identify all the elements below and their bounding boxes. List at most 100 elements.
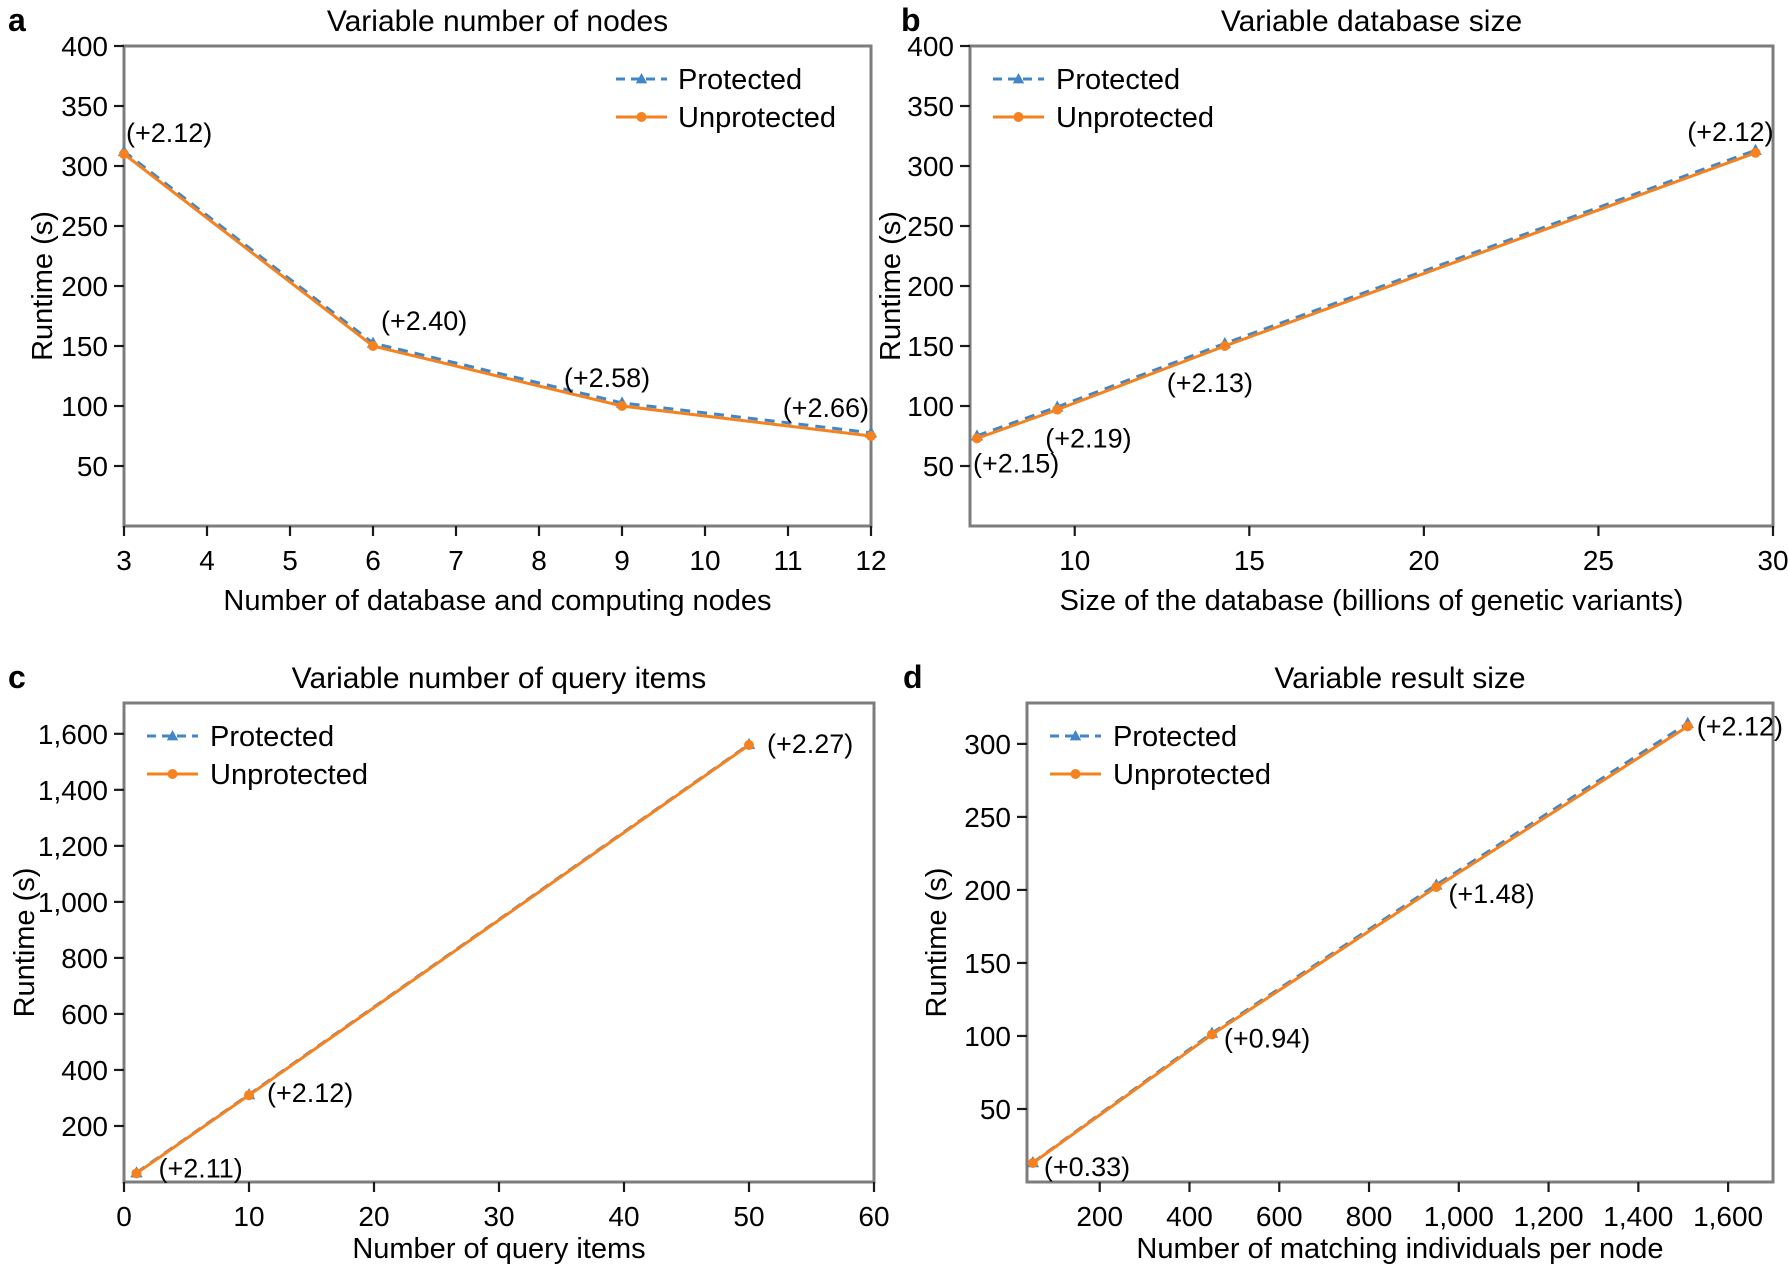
- panel-c-x-tick-label: 30: [483, 1201, 514, 1232]
- panel-b-unprotected-marker: [1219, 341, 1230, 351]
- panel-c-letter: c: [8, 659, 26, 695]
- panel-b-x-tick-label: 15: [1234, 545, 1265, 576]
- panel-c-y-tick-label: 400: [61, 1055, 108, 1086]
- panel-b-x-tick-label: 30: [1757, 545, 1788, 576]
- panel-d-unprotected-marker: [1206, 1029, 1217, 1040]
- panel-d-title: Variable result size: [1274, 662, 1525, 695]
- panel-c-x-tick-label: 10: [233, 1201, 264, 1232]
- panel-b-x-tick-label: 25: [1583, 545, 1614, 576]
- panel-c-x-tick-label: 0: [116, 1201, 132, 1232]
- panel-d-x-tick-label: 400: [1166, 1201, 1213, 1232]
- panel-a-x-tick-label: 8: [531, 545, 547, 576]
- legend-unprotected-label: Unprotected: [1113, 759, 1271, 791]
- panel-d-x-tick-label: 200: [1076, 1201, 1123, 1232]
- panel-a: 3 4 5 6 7 8 9 10 11 12 50 100 150 200 250 300 350 400 Vari…: [8, 2, 887, 617]
- panel-a-x-tick-label: 6: [365, 545, 381, 576]
- panel-b-legend: Protected Unprotected: [993, 64, 1214, 134]
- panel-a-unprotected-marker: [617, 401, 627, 411]
- panel-b: 10 15 20 25 30 50 100 150 200 250 300 350 400 Variabl…: [875, 2, 1788, 617]
- panel-d-unprotected-marker: [1027, 1158, 1038, 1169]
- panel-d-y-tick-label: 50: [980, 1094, 1011, 1125]
- legend-protected-label: Protected: [1113, 721, 1237, 753]
- panel-b-annotation: (+2.12): [1687, 117, 1773, 147]
- panel-a-y-axis-label: Runtime (s): [27, 211, 59, 361]
- panel-d-annotation: (+0.94): [1224, 1024, 1310, 1054]
- panel-d-y-tick-label: 150: [964, 948, 1011, 979]
- panel-b-y-tick-label: 100: [907, 391, 954, 422]
- panel-c-y-tick-label: 200: [61, 1111, 108, 1142]
- panel-c-y-tick-label: 800: [61, 943, 108, 974]
- panel-d-x-tick-label: 800: [1346, 1201, 1393, 1232]
- panel-d-unprotected-marker: [1682, 721, 1693, 732]
- legend-protected-triangle-marker: [1012, 73, 1025, 84]
- panel-c-y-tick-label: 1,600: [38, 719, 108, 750]
- legend-protected-label: Protected: [1056, 64, 1180, 96]
- panel-b-y-tick-label: 400: [907, 31, 954, 62]
- panel-a-y-tick-label: 350: [61, 91, 108, 122]
- panel-b-unprotected-marker: [1750, 147, 1761, 158]
- panel-a-x-tick-label: 7: [448, 545, 464, 576]
- panel-a-annotation: (+2.12): [126, 118, 212, 148]
- panel-d-y-tick-label: 250: [964, 802, 1011, 833]
- legend-protected-triangle-marker: [1069, 730, 1082, 741]
- panel-d-annotation: (+0.33): [1044, 1152, 1130, 1182]
- panel-b-unprotected-marker: [1052, 404, 1063, 415]
- panel-c-y-axis-label: Runtime (s): [9, 868, 41, 1018]
- panel-b-unprotected-marker: [971, 433, 982, 444]
- panel-a-x-tick-label: 9: [614, 545, 630, 576]
- panel-d-unprotected-line: [1031, 725, 1689, 1165]
- panel-a-y-tick-label: 100: [61, 391, 108, 422]
- legend-unprotected-circle-marker: [636, 112, 647, 122]
- panel-d: 200 400 600 800 1,000 1,200 1,400 1,600 50 100 150…: [903, 659, 1783, 1265]
- panel-c-annotation: (+2.12): [267, 1078, 353, 1108]
- panel-d-x-tick-label: 1,400: [1603, 1201, 1673, 1232]
- panel-b-annotation: (+2.15): [973, 448, 1059, 478]
- panel-b-x-tick-label: 10: [1059, 545, 1090, 576]
- panel-c-y-tick-label: 1,200: [38, 831, 108, 862]
- panel-b-letter: b: [901, 2, 921, 38]
- panel-c-unprotected-marker: [131, 1168, 142, 1179]
- panel-c-x-tick-label: 60: [858, 1201, 889, 1232]
- panel-c-x-axis-label: Number of query items: [352, 1233, 645, 1265]
- panel-a-y-tick-label: 250: [61, 211, 108, 242]
- legend-unprotected-circle-marker: [1070, 769, 1081, 779]
- panel-c-x-tick-label: 40: [608, 1201, 639, 1232]
- panel-a-y-tick-label: 400: [61, 31, 108, 62]
- panel-a-unprotected-marker: [368, 341, 378, 351]
- panel-b-unprotected-line: [976, 151, 1757, 440]
- panel-a-y-tick-label: 150: [61, 331, 108, 362]
- panel-a-x-tick-label: 11: [773, 545, 802, 576]
- panel-a-y-tick-label: 50: [77, 451, 108, 482]
- panel-a-annotation: (+2.40): [381, 306, 467, 336]
- panel-c-annotation: (+2.27): [767, 729, 853, 759]
- legend-protected-label: Protected: [678, 64, 802, 96]
- panel-c-annotation: (+2.11): [159, 1153, 243, 1183]
- panel-b-y-tick-label: 350: [907, 91, 954, 122]
- panel-a-unprotected-line: [123, 152, 872, 438]
- panel-a-unprotected-marker: [866, 431, 876, 441]
- panel-b-y-tick-label: 250: [907, 211, 954, 242]
- panel-c-unprotected-marker: [244, 1090, 254, 1101]
- panel-a-letter: a: [8, 2, 26, 38]
- panel-a-x-axis-label: Number of database and computing nodes: [223, 585, 771, 617]
- panel-a-x-tick-label: 12: [855, 545, 886, 576]
- panel-a-y-tick-label: 200: [61, 271, 108, 302]
- panel-d-y-tick-label: 300: [964, 729, 1011, 760]
- panel-b-annotation: (+2.19): [1045, 424, 1131, 454]
- panel-d-annotation: (+2.12): [1697, 711, 1783, 741]
- panel-a-x-tick-label: 3: [116, 545, 132, 576]
- panel-d-x-tick-label: 600: [1256, 1201, 1303, 1232]
- panel-b-title: Variable database size: [1221, 5, 1522, 38]
- legend-unprotected-circle-marker: [167, 769, 178, 779]
- panel-d-y-tick-label: 200: [964, 875, 1011, 906]
- panel-b-y-tick-label: 300: [907, 151, 954, 182]
- panel-d-legend: Protected Unprotected: [1050, 721, 1271, 791]
- panel-a-title: Variable number of nodes: [327, 5, 668, 38]
- panel-a-annotation: (+2.58): [564, 363, 650, 393]
- panel-c-y-tick-label: 1,000: [38, 887, 108, 918]
- panel-b-protected-line: [976, 148, 1757, 438]
- panel-d-x-tick-label: 1,200: [1514, 1201, 1584, 1232]
- panel-b-x-tick-label: 20: [1408, 545, 1439, 576]
